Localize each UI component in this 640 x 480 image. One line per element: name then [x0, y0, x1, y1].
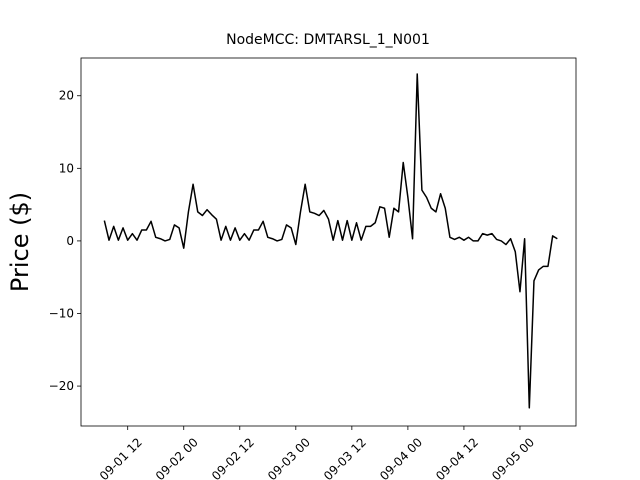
plot-frame [80, 57, 577, 427]
x-tick-label: 09-02 12 [209, 435, 257, 480]
y-tick-label: −20 [49, 379, 74, 393]
price-line [103, 73, 558, 409]
x-tick-label: 09-03 12 [321, 435, 369, 480]
x-tick-label: 09-02 00 [153, 435, 201, 480]
x-tick-label: 09-03 00 [265, 435, 313, 480]
y-tick-label: 0 [66, 234, 74, 248]
y-tick-label: −10 [49, 306, 74, 320]
x-tick-label: 09-05 00 [489, 435, 537, 480]
x-tick-label: 09-01 12 [97, 435, 145, 480]
y-axis-label: Price ($) [6, 192, 34, 292]
y-tick-label: 20 [59, 89, 74, 103]
chart-title: NodeMCC: DMTARSL_1_N001 [226, 32, 430, 48]
y-tick-label: 10 [59, 161, 74, 175]
x-tick-label: 09-04 00 [377, 435, 425, 480]
x-tick-label: 09-04 12 [433, 435, 481, 480]
